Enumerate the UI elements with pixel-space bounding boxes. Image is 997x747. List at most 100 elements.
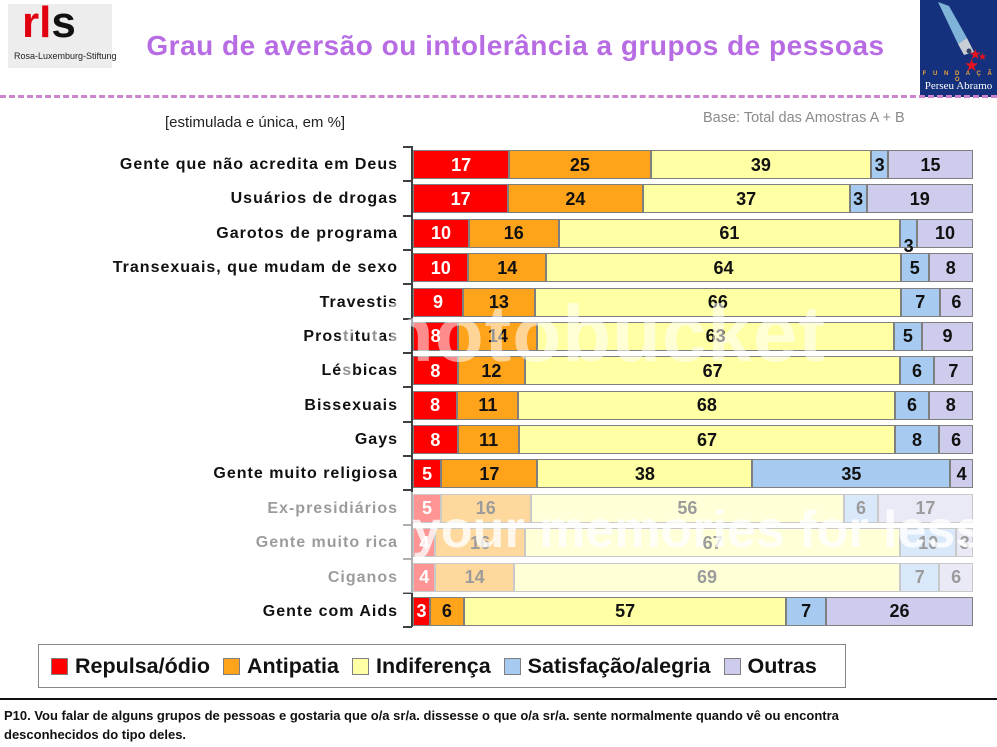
bar-segment: 37: [642, 184, 850, 214]
legend-swatch-icon: [222, 657, 240, 675]
bar-segment: 57: [463, 596, 787, 626]
axis-tick: [403, 214, 412, 217]
table-row: Travestis 9 13 66 7 6: [0, 287, 997, 317]
category-label: Gays: [354, 431, 398, 449]
bar-segment: 6: [900, 356, 934, 386]
segment-value: 61: [719, 223, 740, 244]
segment-value: 19: [909, 188, 930, 209]
stacked-bar: 9 13 66 7 6: [413, 287, 973, 317]
bar-segment: 66: [534, 287, 901, 317]
stacked-bar: 8 12 67 6 7: [413, 356, 973, 386]
bar-segment: 5: [413, 493, 441, 523]
bar-segment: 3: [849, 184, 867, 214]
rls-logo-text: rls: [22, 0, 76, 47]
bar-segment: 8: [928, 390, 973, 420]
segment-value: 8: [430, 360, 441, 381]
table-row: Garotos de programa 10 16 61 3 10: [0, 218, 997, 255]
segment-value: 16: [503, 223, 524, 244]
segment-value: 6: [906, 395, 917, 416]
segment-value: 14: [497, 257, 518, 278]
bar-segment: 4: [950, 459, 973, 489]
chart-subtitle: [estimulada e única, em %]: [165, 114, 346, 131]
bar-segment: 16: [435, 528, 525, 558]
segment-value: 13: [488, 292, 509, 313]
bar-segment: 7: [900, 562, 940, 592]
axis-tick: [403, 523, 412, 526]
segment-value: 7: [948, 360, 959, 381]
bar-segment: 4: [413, 562, 436, 592]
segment-value: 3: [903, 235, 914, 256]
bar-segment: 67: [524, 528, 901, 558]
bar-segment: 3: [413, 596, 430, 626]
bar-segment: 6: [844, 493, 878, 523]
legend-swatch-icon: [351, 657, 369, 675]
bar-segment: 6: [939, 287, 973, 317]
table-row: Gente muito religiosa 5 17 38 35 4: [0, 459, 997, 489]
segment-value: 11: [478, 395, 498, 416]
stacked-bar: 4 14 69 7 6: [413, 562, 973, 592]
bar-segment: 7: [786, 596, 826, 626]
segment-value: 67: [696, 429, 717, 450]
bar-segment: 68: [518, 390, 896, 420]
bar-segment: 12: [457, 356, 525, 386]
rls-logo-subtitle: Rosa-Luxemburg-Stiftung: [14, 51, 117, 61]
bar-segment: 9: [413, 287, 463, 317]
fundacao-label: F U N D A Ç Ã O: [922, 71, 995, 83]
bar-segment: 4: [413, 528, 436, 558]
bar-segment: 8: [894, 425, 940, 455]
table-row: Ciganos 4 14 69 7 6: [0, 562, 997, 592]
bar-segment: 5: [900, 253, 929, 283]
bar-segment: 6: [429, 596, 464, 626]
axis-tick: [403, 557, 412, 560]
bar-segment: 67: [519, 425, 895, 455]
segment-value: 69: [696, 567, 717, 588]
legend-swatch-icon: [723, 657, 741, 675]
header-divider: [0, 95, 997, 98]
stacked-bar: 5 16 56 6 17: [413, 493, 973, 523]
segment-value: 5: [421, 498, 432, 519]
bar-segment: 10: [413, 218, 469, 248]
bar-segment: 19: [866, 184, 973, 214]
bar-segment: 15: [888, 150, 973, 179]
segment-value: 39: [750, 154, 771, 175]
stacked-bar: 8 11 68 6 8: [413, 390, 973, 420]
y-axis-line: [411, 146, 413, 627]
pen-icon: [938, 2, 974, 55]
bar-segment: 10: [413, 253, 469, 283]
stacked-bar: 3 6 57 7 26: [413, 596, 973, 626]
bar-segment: 24: [508, 184, 643, 214]
segment-value: 25: [569, 154, 590, 175]
bar-segment: 11: [457, 425, 520, 455]
segment-value: 4: [419, 532, 430, 553]
segment-value: 6: [441, 601, 452, 622]
bar-segment: 17: [413, 184, 509, 214]
segment-value: 6: [911, 360, 922, 381]
bar-segment: 9: [922, 321, 973, 351]
footer-divider: [0, 698, 997, 700]
segment-value: 66: [707, 292, 728, 313]
table-row: Transexuais, que mudam de sexo 10 14 64 5 8: [0, 253, 997, 283]
star-icon: ★: [978, 52, 987, 63]
segment-value: 3: [853, 188, 864, 209]
category-label: Travestis: [319, 293, 398, 311]
bar-segment: 35: [752, 459, 951, 489]
bar-segment: 8: [413, 390, 458, 420]
legend-item: Repulsa/ódio: [51, 654, 210, 679]
bar-segment: 17: [413, 150, 510, 179]
segment-value: 3: [416, 601, 427, 622]
axis-tick: [403, 420, 412, 423]
stacked-bar: 8 11 67 8 6: [413, 425, 973, 455]
perseu-abramo-logo: ★ ★ ★ F U N D A Ç Ã O Perseu Abramo: [920, 0, 997, 97]
legend-label: Antipatia: [246, 653, 339, 678]
bar-segment: 5: [413, 459, 442, 489]
axis-tick: [403, 386, 412, 389]
bar-segment: 64: [546, 253, 901, 283]
segment-value: 6: [951, 429, 962, 450]
segment-value: 8: [430, 326, 441, 347]
category-label: Gente muito rica: [255, 534, 398, 552]
stacked-bar: 17 24 37 3 19: [413, 184, 973, 214]
legend-item: Indiferença: [351, 654, 491, 679]
segment-value: 16: [475, 498, 496, 519]
segment-value: 3: [874, 154, 885, 175]
table-row: Bissexuais 8 11 68 6 8: [0, 390, 997, 420]
